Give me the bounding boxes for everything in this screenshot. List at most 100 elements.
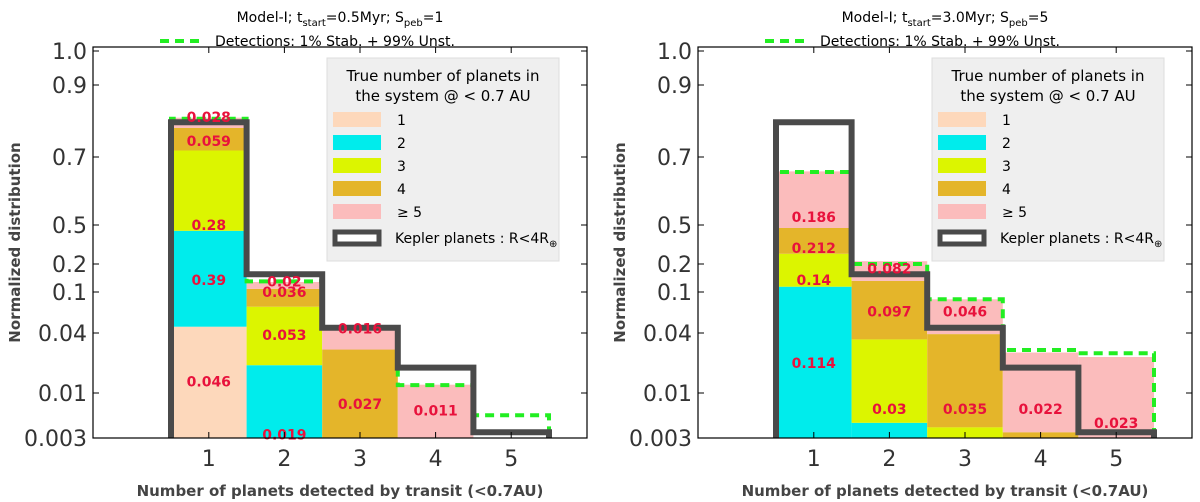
legend-entry-5: ≥ 5: [1002, 205, 1027, 221]
data-label-1-2: 0.39: [192, 273, 227, 289]
data-label-1-3: 0.28: [192, 218, 227, 234]
kepler-outline: [773, 119, 1157, 438]
bar-segment-4-series-5: [1002, 352, 1079, 433]
y-axis-label: Normalized distribution: [611, 142, 629, 342]
legend-entry-1: 1: [397, 113, 406, 129]
legend-swatch-2: [333, 135, 381, 150]
y-tick-label-8: 0.01: [643, 382, 692, 407]
data-label-1-2: 0.14: [797, 273, 832, 289]
legend-kepler-suffix: <4R: [519, 231, 550, 247]
bar-segment-1-series-4: [776, 228, 852, 254]
y-tick-label-3: 0.7: [657, 146, 692, 171]
title-part: =0.5Myr; S: [326, 10, 404, 26]
legend-entry-4: 4: [397, 182, 406, 198]
data-label-1-3: 0.212: [792, 241, 836, 257]
data-label-3-8: 0.035: [943, 402, 987, 418]
title-part: =1: [423, 10, 444, 26]
y-tick-label-3: 0.7: [52, 146, 87, 171]
x-tick-label-1: 1: [807, 447, 821, 472]
legend-title-line-2: the system @ < 0.7 AU: [355, 87, 530, 105]
data-label-1-5: 0.028: [187, 110, 231, 126]
data-label-4-12: 0.011: [413, 403, 457, 419]
bar-segment-1-series-5: [776, 171, 852, 228]
legend-kepler-subscript: ⊕: [549, 239, 557, 250]
data-label-2-9: 0.02: [267, 274, 302, 290]
detections-legend-text: Detections: 1% Stab. + 99% Unst.: [820, 34, 1060, 50]
x-tick-label-1: 1: [202, 447, 216, 472]
data-label-1-1: 0.114: [792, 356, 837, 372]
y-tick-label-5: 0.2: [657, 253, 692, 278]
legend-kepler-label: Kepler planets : R<4R⊕: [1000, 231, 1162, 250]
y-tick-label-7: 0.04: [643, 322, 692, 347]
legend-swatch-1: [938, 112, 986, 127]
legend-entry-3: 3: [1002, 159, 1011, 175]
legend: True number of planets in the system @ < …: [931, 57, 1165, 262]
x-axis-label: Number of planets detected by transit (<…: [137, 482, 544, 500]
detections-outline: [169, 116, 551, 438]
legend-swatch-4: [938, 181, 986, 196]
data-label-1-1: 0.046: [187, 375, 231, 391]
bar-segment-1-series-2: [776, 286, 852, 438]
legend-title-line-1: True number of planets in: [951, 67, 1145, 85]
legend-entry-2: 2: [1002, 136, 1011, 152]
legend-swatch-4: [333, 181, 381, 196]
bar-segment-1-series-3: [171, 150, 247, 231]
data-label-2-7: 0.053: [262, 328, 306, 344]
title-part: Model-I; t: [842, 10, 908, 26]
y-tick-label-7: 0.04: [38, 322, 87, 347]
legend-entry-1: 1: [1002, 113, 1011, 129]
legend-title-line-2: the system @ < 0.7 AU: [960, 87, 1135, 105]
data-label-2-5: 0.03: [872, 402, 907, 418]
legend-kepler-prefix: Kepler planets : R: [395, 231, 519, 247]
data-label-3-10: 0.027: [338, 397, 382, 413]
bar-segment-3-series-5: [322, 329, 398, 350]
bar-segment-5-series-5: [1078, 357, 1154, 438]
legend-swatch-2: [938, 135, 986, 150]
legend-kepler-subscript: ⊕: [1154, 239, 1162, 250]
y-tick-label-1: 1.0: [52, 40, 87, 65]
chart-panel-1: 0.0460.390.280.0590.0280.0190.0530.0360.…: [6, 10, 588, 500]
detections-legend-text: Detections: 1% Stab. + 99% Unst.: [215, 34, 455, 50]
legend-entry-4: 4: [1002, 182, 1011, 198]
y-tick-label-5: 0.2: [52, 253, 87, 278]
bar-segment-2-series-2: [246, 365, 323, 438]
x-tick-label-3: 3: [353, 447, 367, 472]
bar-segment-4-series-5: [397, 384, 474, 438]
data-label-2-7: 0.082: [867, 261, 911, 277]
chart-panel-2: 0.1140.140.2120.1860.030.0970.0820.0350.…: [611, 10, 1193, 500]
legend-kepler-suffix: <4R: [1124, 231, 1155, 247]
title-subscript: peb: [1009, 18, 1028, 29]
y-tick-label-9: 0.003: [24, 427, 87, 452]
axes-frame: [697, 46, 1193, 439]
data-label-3-11: 0.016: [338, 322, 382, 338]
data-label-2-8: 0.036: [262, 285, 306, 301]
x-tick-label-4: 4: [1034, 447, 1048, 472]
y-tick-label-4: 0.5: [657, 214, 692, 239]
legend-entry-5: ≥ 5: [397, 205, 422, 221]
y-axis-label: Normalized distribution: [6, 142, 24, 342]
legend-entry-2: 2: [397, 136, 406, 152]
bar-segment-1-series-4: [171, 127, 247, 151]
legend-kepler-prefix: Kepler planets : R: [1000, 231, 1124, 247]
x-tick-label-2: 2: [882, 447, 896, 472]
x-tick-label-5: 5: [504, 447, 518, 472]
axes-frame: [92, 46, 588, 439]
bar-segment-2-series-5: [246, 282, 323, 289]
bar-segment-3-series-4: [322, 349, 398, 438]
legend-swatch-5: [333, 204, 381, 219]
x-tick-label-2: 2: [277, 447, 291, 472]
y-tick-label-8: 0.01: [38, 382, 87, 407]
legend-kepler-swatch: [332, 229, 382, 247]
y-tick-label-2: 0.9: [657, 74, 692, 99]
y-tick-label-9: 0.003: [629, 427, 692, 452]
x-tick-label-3: 3: [958, 447, 972, 472]
title-part: =3.0Myr; S: [931, 10, 1009, 26]
title-subscript: start: [907, 18, 930, 29]
legend-kepler-swatch: [937, 229, 987, 247]
title-part: Model-I; t: [237, 10, 303, 26]
legend: True number of planets in the system @ < …: [326, 57, 560, 262]
data-label-1-4: 0.059: [187, 134, 231, 150]
y-tick-label-4: 0.5: [52, 214, 87, 239]
bar-segment-1-series-3: [776, 253, 852, 287]
